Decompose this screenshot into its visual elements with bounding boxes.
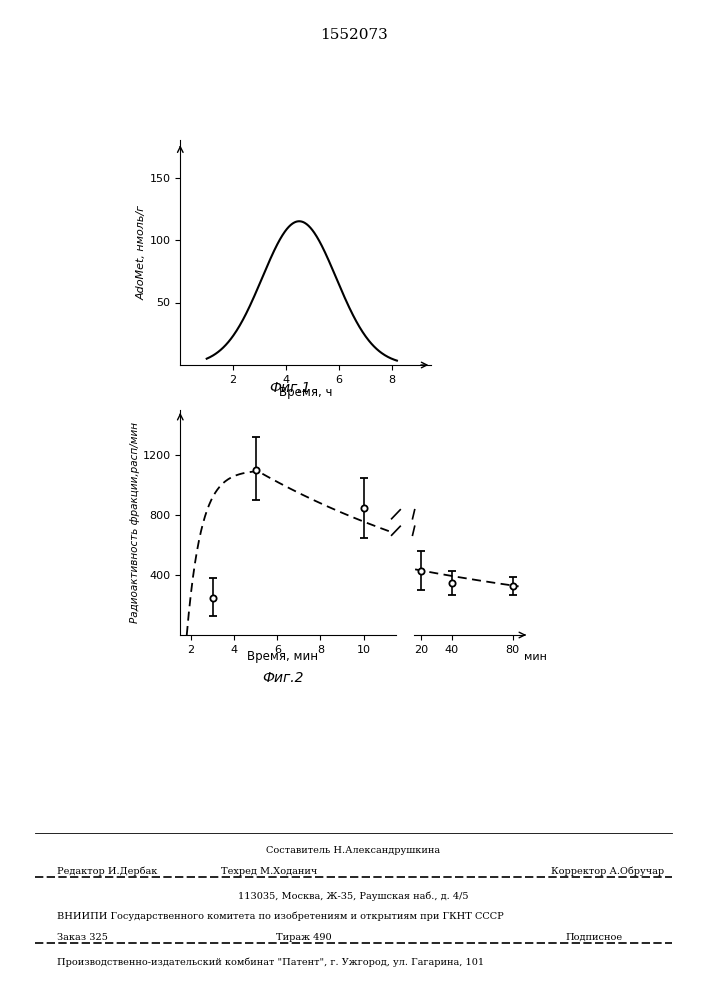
Y-axis label: Радиоактивность фракции,расп/мин: Радиоактивность фракции,расп/мин: [129, 422, 140, 623]
Text: 113035, Москва, Ж-35, Раушская наб., д. 4/5: 113035, Москва, Ж-35, Раушская наб., д. …: [238, 892, 469, 901]
Text: Редактор И.Дербак: Редактор И.Дербак: [57, 866, 157, 876]
Text: Время, мин: Время, мин: [247, 650, 318, 663]
Text: Составитель Н.Александрушкина: Составитель Н.Александрушкина: [267, 846, 440, 855]
Text: Тираж 490: Тираж 490: [276, 933, 332, 942]
Text: Подписное: Подписное: [566, 933, 623, 942]
Text: Фиг.2: Фиг.2: [262, 671, 303, 685]
Text: Заказ 325: Заказ 325: [57, 933, 107, 942]
Text: Корректор А.Обручар: Корректор А.Обручар: [551, 866, 665, 876]
Text: Фиг.1: Фиг.1: [269, 381, 310, 395]
Text: 1552073: 1552073: [320, 28, 387, 42]
Text: Техред М.Хoданич: Техред М.Хoданич: [221, 867, 317, 876]
Text: ВНИИПИ Государственного комитета по изобретениям и открытиям при ГКНТ СССР: ВНИИПИ Государственного комитета по изоб…: [57, 911, 503, 921]
Text: Производственно-издательский комбинат "Патент", г. Ужгород, ул. Гагарина, 101: Производственно-издательский комбинат "П…: [57, 958, 484, 967]
Y-axis label: AdoMet, нмоль/г: AdoMet, нмоль/г: [136, 205, 147, 300]
Text: мин: мин: [524, 652, 547, 662]
X-axis label: Время, ч: Время, ч: [279, 386, 332, 399]
